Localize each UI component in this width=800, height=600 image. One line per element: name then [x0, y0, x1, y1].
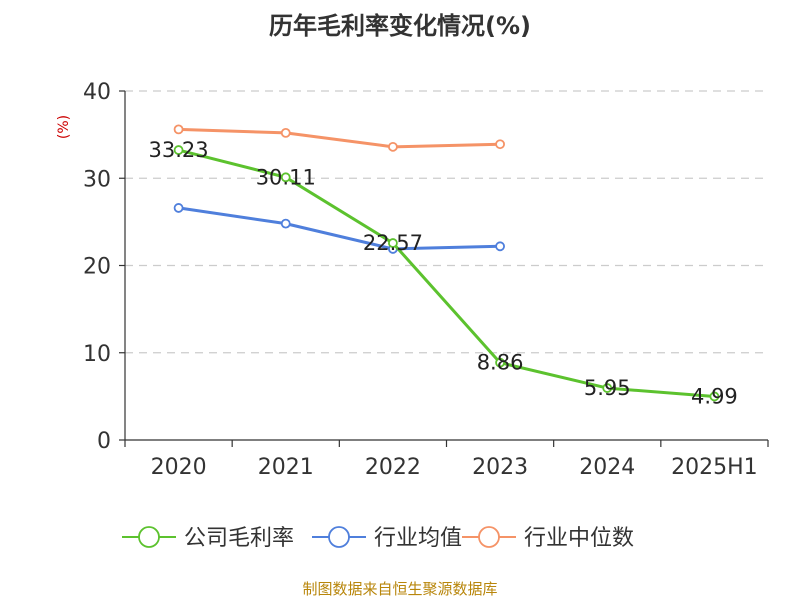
x-tick-label: 2020 [151, 455, 207, 480]
series-point [388, 141, 398, 152]
y-tick-label: 40 [83, 80, 111, 105]
y-tick-label: 0 [97, 429, 111, 454]
legend-item[interactable]: 行业均值 [312, 526, 462, 551]
series-point [173, 124, 184, 135]
legend-label: 行业中位数 [524, 526, 634, 551]
plot-area [173, 124, 720, 402]
series-point [280, 127, 291, 138]
series-point [173, 203, 184, 213]
series-point [495, 357, 505, 368]
x-tick-label: 2025H1 [671, 455, 758, 480]
chart-title: 历年毛利率变化情况(%) [269, 12, 531, 40]
grid-lines [125, 90, 768, 354]
data-labels: 33.23 30.11 22.57 8.86 5.95 4.99 [149, 138, 738, 408]
series-point [280, 218, 291, 229]
legend-item[interactable]: 行业中位数 [462, 526, 634, 551]
y-tick-label: 20 [83, 255, 111, 280]
series-line [178, 206, 501, 251]
y-axis-label: (%) [56, 115, 72, 139]
source-note: 制图数据来自恒生聚源数据库 [302, 580, 497, 598]
x-tick-label: 2024 [579, 455, 635, 480]
data-label: 4.99 [691, 384, 738, 408]
y-tick-label: 10 [83, 342, 111, 367]
series-line [178, 127, 501, 149]
x-tick-label: 2023 [472, 455, 528, 480]
data-label: 8.86 [477, 351, 524, 375]
series-point [495, 241, 505, 252]
legend-marker [328, 526, 350, 548]
data-label: 30.11 [256, 165, 316, 189]
data-label: 5.95 [584, 376, 631, 400]
series-point [280, 172, 291, 183]
legend-label: 行业均值 [374, 526, 462, 551]
data-label: 22.57 [363, 231, 423, 255]
axes: 0 10 20 30 40 2020 2021 2022 2023 2024 2025H1 [83, 80, 769, 480]
legend-label: 公司毛利率 [184, 526, 294, 551]
series-point [602, 383, 613, 393]
series-point [388, 238, 398, 248]
legend-item[interactable]: 公司毛利率 [122, 526, 294, 551]
legend-marker [478, 526, 500, 548]
legend-marker [138, 526, 160, 548]
y-tick-label: 30 [83, 167, 111, 192]
series-point [495, 139, 505, 150]
series-point [173, 145, 184, 155]
data-label: 33.23 [149, 138, 209, 162]
series-point [709, 391, 720, 402]
x-tick-label: 2022 [365, 455, 421, 480]
legend[interactable]: 公司毛利率 行业均值 行业中位数 [122, 526, 634, 551]
series-line [178, 148, 715, 398]
x-tick-label: 2021 [258, 455, 314, 480]
